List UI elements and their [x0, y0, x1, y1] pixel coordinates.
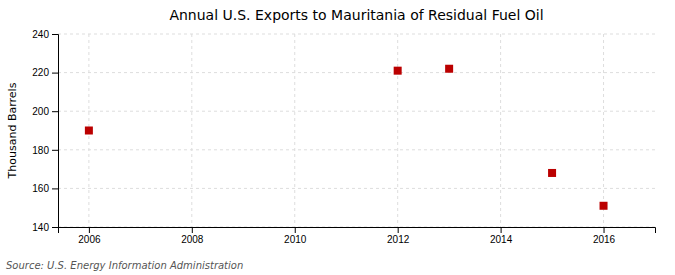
y-axis-label: Thousand Barrels — [6, 82, 19, 179]
y-axis: 140 160 180 200 220 240 — [32, 29, 58, 233]
point — [445, 65, 453, 73]
y-tick-label: 220 — [32, 67, 49, 78]
y-tick-mark — [52, 34, 58, 35]
y-tick-mark — [52, 111, 58, 112]
y-grid-line — [58, 188, 655, 189]
y-tick-mark — [52, 188, 58, 189]
point — [394, 67, 402, 75]
y-grid-line — [58, 149, 655, 150]
x-grid-line — [603, 34, 604, 227]
x-tick-label: 2008 — [181, 234, 204, 245]
point — [548, 169, 556, 177]
x-tick-mark — [398, 227, 399, 233]
y-tick: 160 — [32, 183, 58, 194]
y-tick: 200 — [32, 106, 58, 117]
y-tick-mark — [52, 73, 58, 74]
x-tick: 2016 — [593, 227, 616, 245]
y-tick-mark — [52, 227, 58, 228]
x-tick: 2006 — [78, 227, 101, 245]
x-tick-label: 2014 — [490, 234, 513, 245]
x-tick: 2008 — [181, 227, 204, 245]
y-tick: 140 — [32, 222, 58, 233]
y-tick-label: 140 — [32, 222, 49, 233]
x-tick: 2014 — [490, 227, 513, 245]
x-axis: 2006 2008 2010 2012 2014 2016 — [59, 227, 656, 245]
x-grid-line — [191, 34, 192, 227]
chart: 2006 2008 2010 2012 2014 2016 140 160 180 200 220 2… — [0, 0, 675, 275]
x-grid-line — [397, 34, 398, 227]
x-axis-line — [59, 228, 656, 234]
x-tick-mark — [604, 227, 605, 233]
y-tick-label: 240 — [32, 29, 49, 40]
y-tick-label: 180 — [32, 145, 49, 156]
title: Annual U.S. Exports to Mauritania of Res… — [169, 7, 543, 23]
y-tick-mark — [52, 150, 58, 151]
x-tick-label: 2010 — [284, 234, 307, 245]
y-grid-line — [58, 111, 655, 112]
plot: 2006 2008 2010 2012 2014 2016 140 160 180 200 220 2… — [32, 29, 655, 245]
y-tick-label: 200 — [32, 106, 49, 117]
point — [600, 202, 608, 210]
x-tick-mark — [501, 227, 502, 233]
x-tick-label: 2016 — [593, 234, 616, 245]
points — [85, 65, 608, 210]
source: Source: U.S. Energy Information Administ… — [6, 260, 243, 271]
x-tick-mark — [89, 227, 90, 233]
point — [85, 127, 93, 135]
y-grid-line — [58, 72, 655, 73]
x-tick-mark — [192, 227, 193, 233]
x-grid-line — [294, 34, 295, 227]
y-tick-label: 160 — [32, 183, 49, 194]
y-tick: 180 — [32, 145, 58, 156]
y-grid-line — [58, 34, 655, 35]
x-grid-line — [500, 34, 501, 227]
x-tick-label: 2006 — [78, 234, 101, 245]
y-tick: 220 — [32, 67, 58, 78]
x-tick-label: 2012 — [387, 234, 410, 245]
x-tick: 2010 — [284, 227, 307, 245]
grid — [58, 34, 655, 227]
x-tick-mark — [295, 227, 296, 233]
y-tick: 240 — [32, 29, 58, 40]
x-tick: 2012 — [387, 227, 410, 245]
y-axis-line — [52, 35, 59, 228]
